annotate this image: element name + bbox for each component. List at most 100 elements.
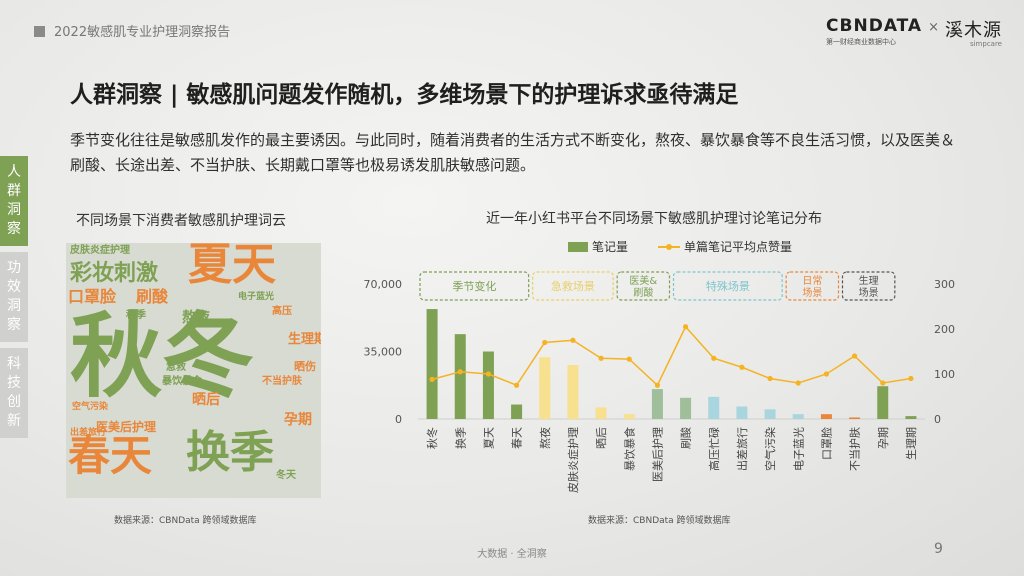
bar [567,365,579,419]
cbndata-logo: CBNDATA 第一财经商业数据中心 [826,16,922,47]
line-point [711,355,717,361]
report-title: 2022敏感肌专业护理洞察报告 [54,25,231,40]
bar [820,414,832,419]
wordcloud-word: 口罩脸 [68,287,117,306]
wordcloud: 秋冬 夏天 换季 春天 彩妆刺激 口罩脸 刷酸 皮肤炎症护理 熬夜 晒后 医美后护理 孕期 生理期 出差旅… [66,243,321,498]
x-tick-label: 高压忙碌 [707,427,721,471]
line-point [513,382,520,388]
wordcloud-word: 孕期 [284,412,312,428]
wordcloud-word: 春天 [68,431,153,480]
y-left-tick-label: 0 [395,413,402,426]
x-tick-label: 熬夜 [538,427,552,449]
wordcloud-word: 换季 [186,427,274,478]
group-box [672,271,783,301]
legend-bar-swatch [568,241,588,252]
x-tick-label: 换季 [453,427,467,449]
side-nav: 人群洞察功效洞察科技创新 [0,156,28,444]
side-tab-1[interactable]: 功效洞察 [0,252,28,342]
line-point [570,337,576,343]
line-point [626,356,632,362]
bar [905,416,917,419]
line-point [739,364,745,370]
group-box [841,271,896,301]
bar [595,407,607,419]
group-label: 生理场景 [859,274,879,299]
chart-title: 近一年小红书平台不同场景下敏感肌护理讨论笔记分布 [486,211,822,227]
legend-line-swatch [658,242,681,252]
wordcloud-word: 医美后护理 [96,420,157,434]
wordcloud-word: 出差旅行 [70,428,107,438]
bar [792,414,804,419]
line-point [795,380,801,386]
group-label: 急救场景 [551,279,595,293]
x-tick-label: 不当护肤 [848,427,862,471]
page-headline: 人群洞察 | 敏感肌问题发作随机，多维场景下的护理诉求亟待满足 [70,82,739,108]
wordcloud-word: 电子蓝光 [238,292,275,302]
line-point [767,375,773,382]
logo-separator: × [928,20,939,35]
partner-logo-text: 溪木源 [945,20,1002,41]
cbndata-logo-text: CBNDATA [826,16,923,36]
group-label: 日常场景 [802,274,822,299]
x-tick-label: 晒后 [595,427,608,449]
group-box [419,271,530,301]
wordcloud-word: 晒后 [192,392,220,408]
wordcloud-word: 空气污染 [72,402,109,412]
wordcloud-word: 刷酸 [136,287,169,306]
y-right-tick-label: 0 [934,413,941,426]
bar [736,406,748,419]
wordcloud-word: 秋冬 [70,303,255,410]
wordcloud-word: 秋季 [126,310,146,321]
group-label: 季节变化 [452,279,496,293]
line-point [823,371,830,377]
side-tab-0[interactable]: 人群洞察 [0,156,28,246]
line-point [485,371,492,377]
wordcloud-word: 冬天 [276,470,296,481]
wordcloud-word: 生理期 [288,332,321,347]
page-number: 9 [934,541,943,557]
chart-legend: 笔记量 单篇笔记平均点赞量 [568,238,792,255]
group-label: 医美&刷酸 [629,274,657,299]
bar [623,414,635,419]
legend-item-notes: 笔记量 [568,238,628,255]
y-right-tick-label: 100 [934,368,955,381]
partner-logo: 溪木源 simpcare [945,16,1002,48]
partner-logo-sub: simpcare [969,40,1002,48]
bar [539,357,551,419]
wordcloud-word: 不当护肤 [262,376,302,387]
wordcloud-word: 暴饮暴食 [162,376,202,387]
wordcloud-word: 彩妆刺激 [70,261,159,286]
y-left-tick-label: 70,000 [364,278,403,291]
line-point [682,324,689,330]
bar [764,409,776,419]
cbndata-logo-sub: 第一财经商业数据中心 [826,38,897,46]
x-tick-label: 生理期 [904,427,918,460]
wordcloud-word: 急救 [166,362,186,373]
legend-item-likes: 单篇笔记平均点赞量 [658,238,792,255]
x-tick-label: 夏天 [482,427,495,449]
line-point [880,380,886,386]
y-left-tick-label: 35,000 [364,346,403,359]
footer-tagline: 大数据 · 全洞察 [477,549,547,560]
wordcloud-title: 不同场景下消费者敏感肌护理词云 [76,213,286,229]
x-tick-label: 电子蓝光 [791,427,805,471]
line-point [457,369,463,375]
wordcloud-word: 皮肤炎症护理 [70,245,130,256]
legend-line-label: 单篇笔记平均点赞量 [684,240,793,254]
group-box [785,271,840,301]
legend-bar-label: 笔记量 [592,240,629,254]
wordcloud-word: 夏天 [188,243,276,290]
bar [708,396,720,419]
x-tick-label: 医美后护理 [650,427,664,482]
x-tick-label: 口罩脸 [819,427,833,460]
bar [511,404,523,419]
bar [482,351,494,419]
chart-source: 数据来源：CBNData 跨领域数据库 [588,516,731,526]
x-tick-label: 秋冬 [425,427,439,449]
group-label: 特殊场景 [706,279,750,293]
group-box [532,271,614,301]
y-right-tick-label: 200 [934,323,955,336]
line-point [908,375,914,382]
side-tab-2[interactable]: 科技创新 [0,348,28,438]
